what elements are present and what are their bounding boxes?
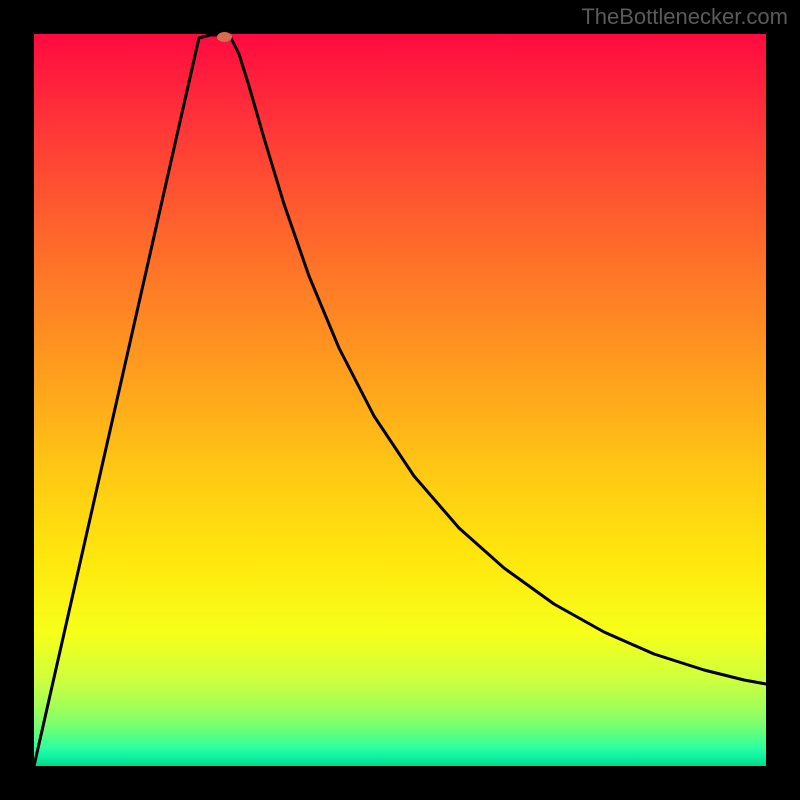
chart-frame: TheBottlenecker.com	[0, 0, 800, 800]
watermark-text: TheBottlenecker.com	[581, 4, 788, 30]
minimum-marker	[217, 32, 232, 42]
plot-area	[34, 34, 766, 766]
bottleneck-curve	[34, 34, 766, 766]
